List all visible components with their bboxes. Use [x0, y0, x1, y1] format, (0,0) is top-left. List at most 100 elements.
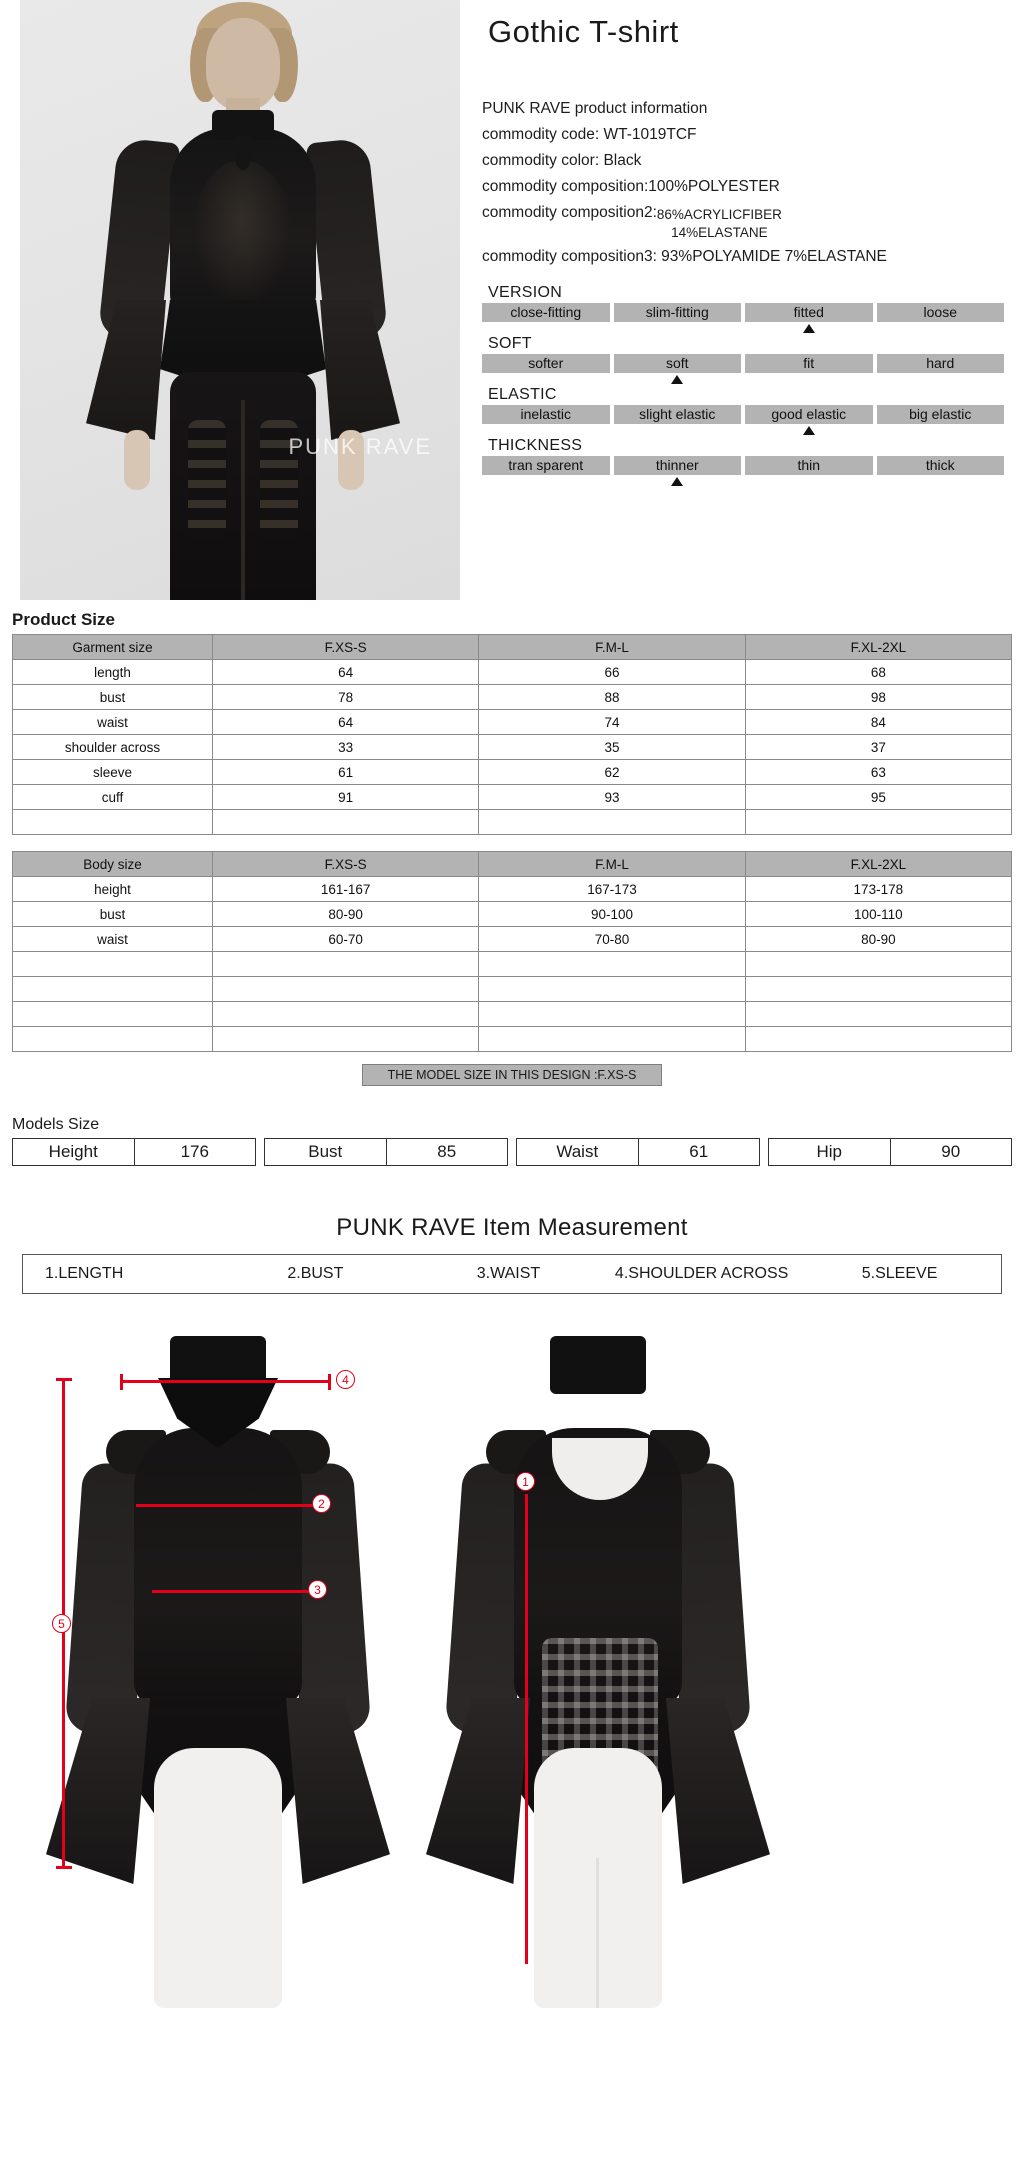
cell-value: 70-80 [478, 926, 746, 952]
model-size-badge: THE MODEL SIZE IN THIS DESIGN :F.XS-S [362, 1064, 662, 1086]
models-size-row: Height 176 Bust 85 Waist 61 Hip 90 [12, 1138, 1012, 1166]
rating-marker-slot [482, 475, 610, 486]
rating-option[interactable]: inelastic [482, 405, 610, 424]
legend-item-waist: 3.WAIST [476, 1265, 541, 1282]
cell-value [478, 951, 746, 977]
rating-group-thickness: THICKNESS tran sparent thinner thin thic… [482, 437, 1004, 486]
rating-marker-slot [877, 322, 1005, 333]
row-label [12, 1001, 213, 1027]
table-row [12, 976, 1013, 1002]
waist-guide-line [152, 1590, 310, 1593]
cell-value [211, 976, 480, 1002]
row-label [12, 976, 213, 1002]
rating-marker-triangle-icon [745, 322, 873, 333]
cell-value: 167-173 [478, 876, 746, 902]
rating-option[interactable]: tran sparent [482, 456, 610, 475]
cell-value [211, 1026, 480, 1052]
rating-option[interactable]: thin [745, 456, 873, 475]
measure-marker-5: 5 [52, 1614, 71, 1633]
composition2-value-a: 86%ACRYLICFIBER [656, 207, 782, 222]
shoulder-guide-tick-left [120, 1374, 123, 1390]
legend-item-length: 1.LENGTH [45, 1265, 124, 1282]
row-label: bust [12, 684, 213, 710]
body-size-table: Body size F.XS-S F.M-L F.XL-2XL height 1… [12, 851, 1013, 1052]
model-lace-panel-right-icon [260, 420, 298, 540]
column-header: Body size [12, 851, 213, 877]
rating-marker-slot [482, 373, 610, 384]
table-row [12, 1001, 1013, 1027]
measurement-heading: PUNK RAVE Item Measurement [336, 1214, 688, 1241]
rating-option[interactable]: thick [876, 456, 1004, 475]
cell-value [478, 1026, 746, 1052]
cell-value: 93 [478, 784, 746, 810]
cell-value [744, 1001, 1013, 1027]
rating-option[interactable]: fitted [745, 303, 873, 322]
cell-value: 63 [744, 759, 1013, 785]
garment-cuff-flare-right-icon [286, 1698, 390, 1884]
model-flare-left-icon [86, 300, 166, 440]
rating-option[interactable]: good elastic [745, 405, 873, 424]
garment-back-view [426, 1318, 810, 2058]
product-size-heading: Product Size [12, 610, 115, 629]
cell-value: 33 [211, 734, 480, 760]
table-row: shoulder across 33 35 37 [12, 734, 1013, 760]
legend-item-sleeve: 5.SLEEVE [861, 1265, 938, 1282]
rating-option[interactable]: thinner [613, 456, 741, 475]
table-spacer [0, 835, 1024, 851]
rating-option[interactable]: loose [876, 303, 1004, 322]
table-row: bust 80-90 90-100 100-110 [12, 901, 1013, 927]
table-row: waist 64 74 84 [12, 709, 1013, 735]
cell-value [211, 809, 480, 835]
column-header: F.M-L [478, 851, 746, 877]
table-row: sleeve 61 62 63 [12, 759, 1013, 785]
product-spec-list: PUNK RAVE product information commodity … [482, 96, 1004, 270]
cell-value [211, 1001, 480, 1027]
cell-value [744, 976, 1013, 1002]
rating-option[interactable]: hard [876, 354, 1004, 373]
column-header: F.XS-S [211, 851, 480, 877]
rating-option[interactable]: soft [613, 354, 741, 373]
column-header: F.XS-S [211, 634, 480, 660]
garment-cuff-flare-left-icon [426, 1698, 530, 1884]
mannequin-split-icon [596, 1858, 599, 2008]
cell-value: 35 [478, 734, 746, 760]
cell-value: 62 [478, 759, 746, 785]
rating-option[interactable]: fit [745, 354, 873, 373]
rating-option[interactable]: slight elastic [613, 405, 741, 424]
model-measure-bust: Bust 85 [264, 1138, 508, 1166]
row-label: sleeve [12, 759, 213, 785]
rating-marker-triangle-icon [745, 424, 873, 435]
rating-option[interactable]: softer [482, 354, 610, 373]
row-label: height [12, 876, 213, 902]
product-info-panel: Gothic T-shirt PUNK RAVE product informa… [460, 0, 1024, 600]
column-header: F.XL-2XL [744, 634, 1013, 660]
cell-value: 60-70 [211, 926, 480, 952]
commodity-code: commodity code: WT-1019TCF [482, 126, 697, 143]
rating-option[interactable]: big elastic [876, 405, 1004, 424]
rating-marker-row-soft [482, 373, 1004, 384]
row-label: length [12, 659, 213, 685]
garment-size-table: Garment size F.XS-S F.M-L F.XL-2XL lengt… [12, 634, 1013, 835]
model-hand-left-icon [124, 430, 150, 490]
image-watermark: PUNK RAVE [288, 434, 432, 459]
legend-item-shoulder: 4.SHOULDER ACROSS [614, 1265, 789, 1282]
measure-key: Height [13, 1139, 135, 1165]
rating-marker-slot [877, 424, 1005, 435]
measure-value: 85 [437, 1142, 457, 1161]
rating-option[interactable]: close-fitting [482, 303, 610, 322]
measure-marker-2: 2 [312, 1494, 331, 1513]
table-row: waist 60-70 70-80 80-90 [12, 926, 1013, 952]
cell-value: 95 [744, 784, 1013, 810]
rating-options-soft: softer soft fit hard [482, 354, 1004, 373]
rating-option[interactable]: slim-fitting [613, 303, 741, 322]
row-label: cuff [12, 784, 213, 810]
composition2-label: commodity composition2: [482, 204, 657, 221]
rating-marker-slot [877, 373, 1005, 384]
rating-group-elastic: ELASTIC inelastic slight elastic good el… [482, 386, 1004, 435]
row-label [12, 809, 213, 835]
table-header-row: Garment size F.XS-S F.M-L F.XL-2XL [12, 634, 1013, 660]
top-section: PUNK RAVE Gothic T-shirt PUNK RAVE produ… [0, 0, 1024, 600]
commodity-color: commodity color: Black [482, 152, 642, 169]
cell-value: 84 [744, 709, 1013, 735]
